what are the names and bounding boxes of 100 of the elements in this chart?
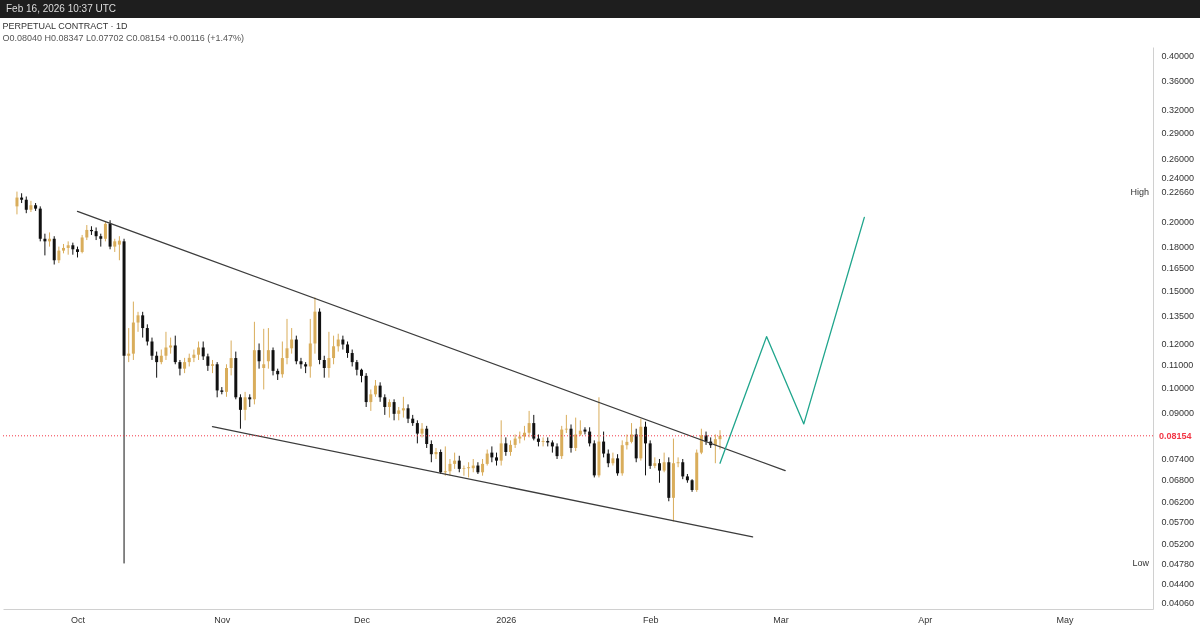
candlestick — [136, 311, 140, 333]
candlestick — [369, 388, 373, 412]
candlestick — [280, 341, 284, 379]
candlestick — [499, 419, 503, 467]
x-tick-label: May — [1056, 614, 1075, 625]
candlestick — [290, 327, 294, 355]
candlestick — [262, 328, 266, 390]
candlestick — [387, 398, 391, 419]
y-tick-label: 0.12000 — [1161, 338, 1195, 349]
candlestick — [238, 393, 242, 430]
candlestick — [229, 340, 233, 376]
candlestick — [29, 200, 33, 213]
chart-subtitle: O0.08040 H0.08347 L0.07702 C0.08154 +0.00116 (+1.47%) — [2, 33, 245, 43]
candlestick — [676, 456, 680, 468]
y-tick-label: 0.26000 — [1161, 154, 1195, 165]
candlestick — [257, 342, 261, 370]
candlestick — [467, 461, 471, 478]
candlestick — [271, 347, 275, 376]
candlestick — [564, 414, 568, 434]
candlestick — [94, 226, 98, 241]
candlestick — [401, 396, 405, 419]
candlestick — [625, 433, 629, 450]
candlestick — [532, 414, 536, 441]
candlestick — [588, 426, 592, 447]
candlestick — [127, 327, 131, 363]
candlestick — [150, 337, 154, 361]
candlestick — [392, 398, 396, 421]
candlestick — [197, 341, 201, 361]
candlestick — [657, 458, 661, 484]
candlestick — [378, 381, 382, 403]
candlestick — [583, 426, 587, 435]
x-tick-label: Oct — [70, 614, 86, 625]
candlestick — [141, 311, 145, 339]
candlestick — [630, 422, 634, 444]
candlestick — [527, 410, 531, 438]
candlestick — [164, 331, 168, 361]
x-tick-label: Nov — [214, 614, 231, 625]
candlestick — [243, 391, 247, 421]
candlestick — [299, 357, 303, 370]
x-tick-label: Feb — [642, 614, 659, 625]
candlestick — [420, 422, 424, 438]
candlestick — [178, 359, 182, 376]
candlestick — [117, 235, 121, 261]
y-tick-label: 0.18000 — [1161, 242, 1195, 253]
x-tick-label: Dec — [353, 614, 371, 625]
candlestick — [285, 318, 289, 365]
candlestick — [443, 445, 447, 477]
y-tick-label: 0.09000 — [1161, 407, 1195, 418]
candlestick — [266, 327, 270, 370]
y-tick-label: 0.04060 — [1161, 597, 1195, 608]
candlestick — [634, 428, 638, 463]
x-tick-label: 2026 — [496, 614, 517, 625]
candlestick — [173, 335, 177, 365]
candlestick — [108, 219, 112, 250]
candlestick — [462, 465, 466, 477]
candlestick — [662, 452, 666, 473]
candlestick — [699, 428, 703, 455]
candlestick — [513, 433, 517, 449]
candlestick — [644, 421, 648, 476]
candlestick — [80, 234, 84, 254]
y-tick-label: 0.40000 — [1161, 51, 1195, 62]
candlestick — [224, 363, 228, 398]
y-tick-label: 0.32000 — [1161, 104, 1195, 115]
candlestick — [504, 436, 508, 457]
y-tick-label: 0.10000 — [1161, 382, 1195, 393]
candlestick — [15, 191, 19, 215]
y-tick-label: 0.29000 — [1161, 128, 1195, 139]
chart-title: PERPETUAL CONTRACT · 1D — [2, 21, 129, 31]
candlestick — [569, 423, 573, 454]
candlestick — [52, 235, 56, 266]
candlestick — [383, 393, 387, 416]
y-tick-label: 0.36000 — [1161, 76, 1195, 87]
y-tick-label: 0.06200 — [1161, 496, 1195, 507]
candlestick — [294, 335, 298, 365]
y-tick-label: 0.16500 — [1161, 262, 1195, 273]
line-series — [719, 216, 865, 464]
candlestick — [611, 452, 615, 467]
candlestick — [332, 335, 336, 365]
y-tick-label: 0.15000 — [1161, 285, 1195, 296]
candlestick — [439, 449, 443, 475]
candlestick — [718, 429, 722, 450]
y-tick-label: 0.11000 — [1161, 359, 1194, 370]
candlestick — [406, 403, 410, 424]
x-tick-label: Apr — [918, 614, 933, 625]
candlestick — [192, 349, 196, 363]
ref-line-label: 0.08154 — [1159, 430, 1192, 441]
candlestick — [448, 458, 452, 477]
y-tick-label: 0.05200 — [1161, 538, 1195, 549]
y-tick-label: 0.05700 — [1161, 516, 1195, 527]
y-tick-label: 0.04400 — [1161, 578, 1195, 589]
candlestick — [145, 323, 149, 346]
candlestick — [681, 458, 685, 480]
candlestick — [415, 419, 419, 444]
y-tick-label: 0.13500 — [1161, 310, 1195, 321]
candlestick — [155, 351, 159, 379]
annotation: High — [1130, 186, 1149, 197]
candlestick — [602, 431, 606, 458]
candlestick — [476, 461, 480, 475]
candlestick — [648, 439, 652, 470]
candlestick — [429, 439, 433, 463]
